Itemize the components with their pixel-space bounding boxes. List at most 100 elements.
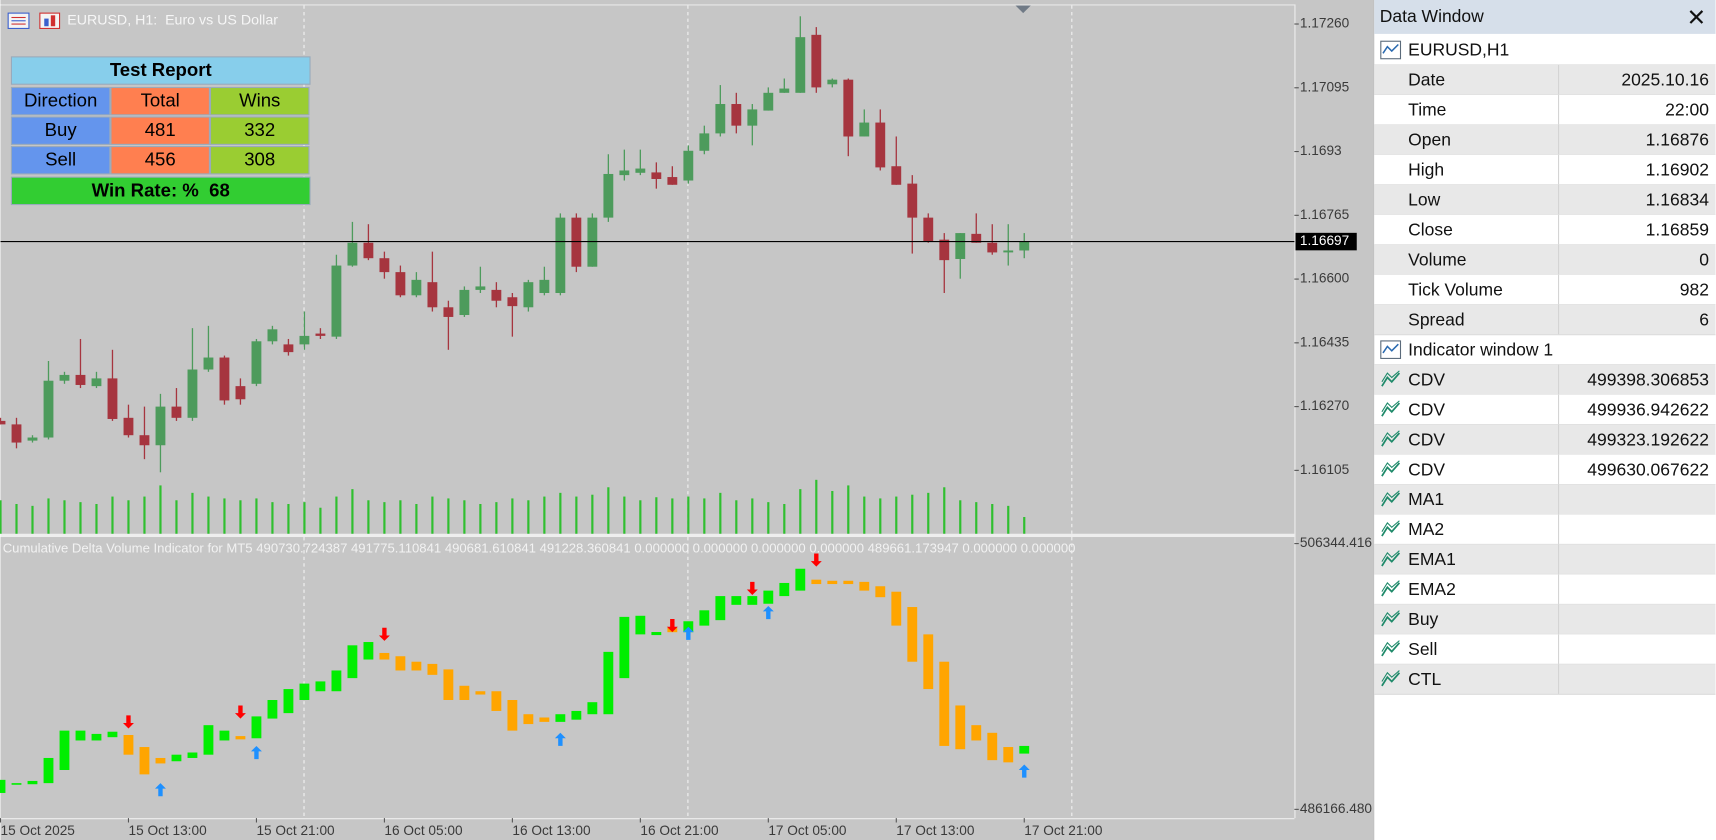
row-icon-line	[1381, 640, 1400, 652]
candle-body	[203, 725, 214, 755]
candle-body	[555, 714, 566, 722]
candle-body	[587, 217, 598, 267]
candle-body	[539, 717, 550, 722]
volume-bar	[15, 504, 18, 534]
data-value: 22:00	[1665, 100, 1709, 120]
volume-bar	[303, 502, 306, 534]
candle-body	[987, 732, 998, 761]
candle-body	[155, 406, 166, 446]
volume-bar	[911, 494, 914, 534]
report-title-cell	[10, 56, 311, 85]
report-cell-text: Total	[141, 90, 180, 111]
data-value: 982	[1680, 279, 1709, 299]
data-row	[1374, 514, 1716, 545]
candle-body	[939, 661, 950, 746]
y-tick-label: 1.17095	[1300, 79, 1350, 94]
data-row	[1374, 304, 1716, 335]
volume-bar	[1007, 505, 1010, 534]
window-separator	[0, 533, 1295, 538]
data-row	[1374, 664, 1716, 695]
report-title: Test Report	[110, 59, 212, 80]
candle-body	[171, 406, 182, 418]
candle-body	[667, 177, 678, 185]
candle-body	[363, 242, 374, 259]
close-stroke	[1689, 10, 1704, 24]
toolbar-icons[interactable]	[7, 12, 61, 29]
day-separators	[303, 5, 1073, 819]
data-row	[1374, 214, 1716, 245]
y-tick-label: 1.1693	[1300, 143, 1342, 158]
row-icon-line	[1381, 490, 1400, 502]
candle-body	[203, 357, 214, 370]
x-tick-label: 15 Oct 21:00	[256, 823, 335, 838]
y-tick-label: 1.16105	[1300, 462, 1350, 477]
candle-body	[795, 568, 806, 591]
volume-bar	[767, 502, 770, 534]
volume-bar	[47, 498, 50, 534]
candle-body	[187, 752, 198, 758]
candle-body	[555, 217, 566, 293]
buy-arrow	[154, 783, 166, 797]
row-icon-line	[1381, 430, 1400, 443]
candle-body	[907, 607, 918, 662]
candle-body	[1003, 747, 1014, 763]
candle-body	[811, 579, 822, 585]
volume-bar	[511, 498, 514, 534]
volume-bar	[271, 502, 274, 534]
data-label: Spread	[1408, 309, 1464, 329]
row-icon-line	[1381, 612, 1401, 627]
data-value: 1.16876	[1646, 130, 1709, 150]
data-label: Low	[1408, 190, 1440, 210]
volume-bar	[527, 500, 530, 534]
candle-body	[491, 289, 502, 301]
x-tick-label: 15 Oct 13:00	[128, 823, 207, 838]
volume-bar	[239, 500, 242, 534]
candle-body	[347, 242, 358, 266]
candle-body	[27, 780, 38, 785]
volume-bar	[863, 496, 866, 534]
data-label: MA1	[1408, 489, 1444, 509]
chart-icon[interactable]	[39, 12, 61, 29]
close-button[interactable]	[1689, 10, 1704, 24]
data-label: CDV	[1408, 399, 1445, 419]
candle-body	[571, 217, 582, 267]
data-value: 499323.192622	[1587, 429, 1709, 449]
volume-bar	[703, 498, 706, 534]
volume-bar	[895, 496, 898, 534]
candle-body	[443, 669, 454, 701]
x-tick-label: 16 Oct 21:00	[640, 823, 719, 838]
candle-body	[795, 37, 806, 93]
buy-arrow	[554, 732, 566, 746]
data-row	[1374, 424, 1716, 455]
candle-body	[123, 734, 134, 755]
volume-bar	[959, 500, 962, 534]
candle-body	[347, 645, 358, 679]
data-label: EURUSD,H1	[1408, 40, 1509, 60]
data-value: 499630.067622	[1587, 459, 1709, 479]
candle-body	[731, 104, 742, 126]
candle-body	[699, 133, 710, 151]
row-icon-line	[1382, 43, 1399, 54]
icon-bar	[50, 15, 56, 27]
candle-body	[843, 79, 854, 137]
candle-body	[475, 286, 486, 290]
row-icon-line	[1381, 372, 1401, 387]
data-label: EMA1	[1408, 549, 1456, 569]
shift-marker[interactable]	[1015, 5, 1031, 14]
candle-body	[251, 341, 262, 384]
row-icon-line	[1381, 550, 1400, 562]
candles	[0, 553, 1030, 797]
volume-bar	[975, 502, 978, 534]
buy-arrow	[250, 745, 262, 760]
sell-arrow	[666, 619, 678, 633]
candle-body	[779, 88, 790, 93]
candle-body	[411, 279, 422, 296]
data-value: 1.16902	[1646, 160, 1709, 180]
volume-bar	[367, 500, 370, 534]
data-row	[1374, 544, 1716, 575]
candle-body	[155, 757, 166, 764]
candle-body	[315, 333, 326, 336]
y-tick-label: 506344.416	[1300, 535, 1372, 550]
candle-body	[395, 272, 406, 296]
volume-bar	[575, 496, 578, 534]
